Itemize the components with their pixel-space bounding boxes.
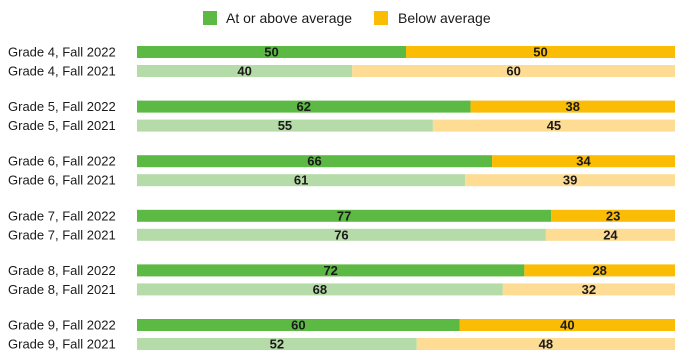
data-label: 32 bbox=[582, 282, 596, 297]
bars-area: Grade 4, Fall 2022 50 50 Grade 4, Fall 2021… bbox=[8, 43, 675, 353]
bar-segment-at-or-above bbox=[137, 100, 471, 113]
category-label: Grade 5, Fall 2021 bbox=[8, 118, 116, 133]
category-label: Grade 9, Fall 2022 bbox=[8, 318, 116, 333]
data-label: 60 bbox=[506, 64, 520, 79]
bar-segment-below bbox=[432, 119, 675, 132]
data-label: 24 bbox=[603, 227, 618, 242]
bar-segment-at-or-above bbox=[137, 338, 417, 350]
bar-segment-at-or-above bbox=[137, 174, 466, 187]
data-label: 72 bbox=[323, 263, 337, 278]
data-label: 68 bbox=[313, 282, 327, 297]
data-label: 50 bbox=[264, 45, 278, 60]
data-label: 76 bbox=[334, 227, 348, 242]
legend-label-below: Below average bbox=[398, 10, 491, 26]
bar-segment-below bbox=[551, 209, 675, 222]
data-label: 45 bbox=[547, 118, 561, 133]
data-label: 40 bbox=[560, 318, 574, 333]
category-label: Grade 9, Fall 2021 bbox=[8, 337, 116, 352]
data-label: 23 bbox=[606, 208, 620, 223]
data-label: 66 bbox=[307, 154, 321, 169]
category-label: Grade 8, Fall 2021 bbox=[8, 282, 116, 297]
bar-segment-at-or-above bbox=[137, 228, 546, 241]
bar-segment-below bbox=[492, 155, 675, 168]
bar-segment-below bbox=[502, 283, 675, 296]
category-label: Grade 5, Fall 2022 bbox=[8, 99, 116, 114]
data-label: 61 bbox=[294, 173, 308, 188]
category-label: Grade 6, Fall 2021 bbox=[8, 173, 116, 188]
data-label: 39 bbox=[563, 173, 577, 188]
legend: At or above average Below average bbox=[203, 10, 491, 26]
category-label: Grade 7, Fall 2021 bbox=[8, 227, 116, 242]
data-label: 62 bbox=[297, 99, 311, 114]
legend-swatch-below bbox=[374, 11, 388, 25]
bar-segment-below bbox=[459, 319, 675, 331]
category-label: Grade 6, Fall 2022 bbox=[8, 154, 116, 169]
data-label: 38 bbox=[566, 99, 580, 114]
bar-segment-below bbox=[352, 65, 675, 77]
category-label: Grade 4, Fall 2021 bbox=[8, 64, 116, 79]
bar-segment-below bbox=[545, 228, 675, 241]
bar-segment-at-or-above bbox=[137, 319, 460, 331]
bar-segment-below bbox=[416, 338, 675, 350]
bar-segment-below bbox=[406, 46, 675, 58]
data-label: 60 bbox=[291, 318, 305, 333]
data-label: 34 bbox=[576, 154, 591, 169]
legend-label-at-or-above: At or above average bbox=[226, 10, 352, 26]
bar-segment-at-or-above bbox=[137, 209, 552, 222]
bar-segment-below bbox=[470, 100, 675, 113]
bar-segment-below bbox=[524, 264, 675, 277]
data-label: 28 bbox=[592, 263, 606, 278]
category-label: Grade 4, Fall 2022 bbox=[8, 45, 116, 60]
bar-segment-at-or-above bbox=[137, 155, 493, 168]
bar-segment-at-or-above bbox=[137, 65, 353, 77]
data-label: 52 bbox=[270, 337, 284, 352]
bar-segment-at-or-above bbox=[137, 264, 525, 277]
data-label: 50 bbox=[533, 45, 547, 60]
data-label: 55 bbox=[278, 118, 292, 133]
category-label: Grade 8, Fall 2022 bbox=[8, 263, 116, 278]
bar-segment-at-or-above bbox=[137, 46, 406, 58]
bar-segment-at-or-above bbox=[137, 119, 433, 132]
category-label: Grade 7, Fall 2022 bbox=[8, 208, 116, 223]
data-label: 77 bbox=[337, 208, 351, 223]
bar-segment-at-or-above bbox=[137, 283, 503, 296]
bar-segment-below bbox=[465, 174, 675, 187]
data-label: 40 bbox=[237, 64, 251, 79]
data-label: 48 bbox=[539, 337, 553, 352]
legend-swatch-at-or-above bbox=[203, 11, 217, 25]
